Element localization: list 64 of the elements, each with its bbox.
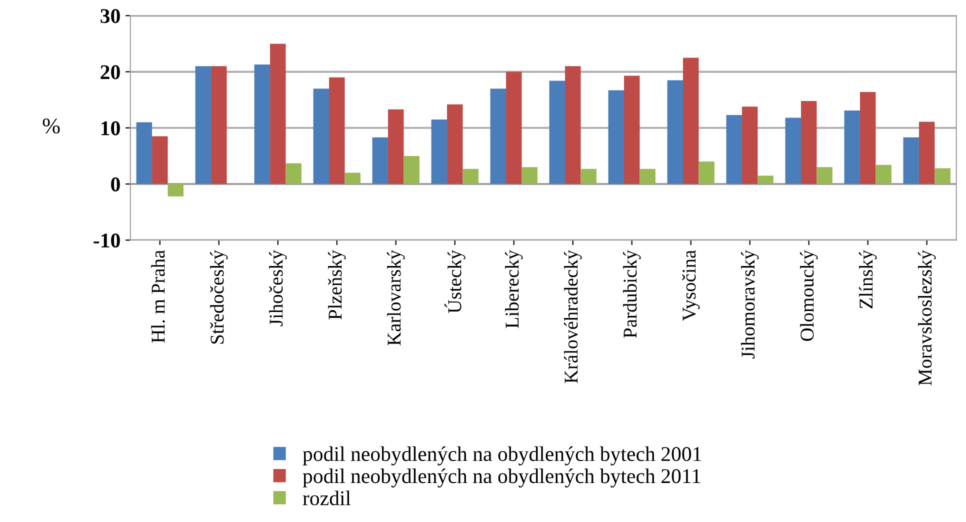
bar	[580, 168, 596, 184]
x-tick-label: Pardubický	[623, 250, 641, 338]
x-tick-label: Královéhradecký	[564, 250, 582, 384]
bar	[168, 184, 184, 196]
bar	[758, 176, 774, 184]
bar	[404, 156, 420, 184]
y-tick-label: 30	[100, 9, 120, 24]
y-tick-label: 10	[102, 121, 120, 136]
x-tick-label: Karlovarský	[387, 250, 405, 346]
bar	[800, 100, 817, 184]
x-tick-label: Liberecký	[505, 250, 523, 328]
bar	[844, 110, 860, 184]
bar	[313, 88, 330, 184]
bar	[329, 77, 345, 184]
bar	[860, 92, 876, 184]
bar	[565, 66, 581, 184]
y-tick-label: -10	[94, 233, 120, 248]
bar	[195, 66, 212, 184]
bar	[742, 106, 758, 184]
bar	[372, 137, 388, 184]
y-axis-title: %	[42, 118, 60, 134]
x-tick-label: Moravskoslezský	[918, 250, 936, 386]
legend-label: podil neobydlených na obydlených bytech 2001	[302, 446, 702, 466]
bar	[608, 90, 624, 184]
y-tick-label: 0	[111, 177, 120, 192]
x-tick-label: Hl. m Praha	[151, 250, 165, 343]
bar	[270, 44, 286, 184]
bar	[640, 168, 656, 184]
x-tick-label: Jihomoravský	[741, 250, 759, 359]
bar	[549, 80, 566, 184]
x-tick-label: Jihočeský	[269, 250, 287, 326]
x-tick-label: Zlínský	[858, 250, 877, 308]
x-tick-label: Středočeský	[210, 250, 228, 344]
y-tick-label: 20	[100, 65, 120, 80]
bar	[447, 104, 463, 184]
bar	[816, 167, 832, 184]
bar	[431, 119, 448, 184]
bar	[506, 72, 522, 184]
bar	[785, 118, 801, 184]
bar	[918, 122, 935, 184]
bar	[726, 114, 742, 184]
bar	[876, 164, 892, 184]
bar	[344, 172, 360, 184]
x-tick-label: Olomoucký	[800, 250, 818, 341]
bar	[903, 137, 919, 184]
bar	[286, 163, 302, 184]
x-tick-label: Vysočina	[682, 250, 700, 321]
bar	[698, 162, 714, 184]
bar	[667, 80, 683, 184]
bar	[152, 136, 168, 184]
bar	[211, 66, 227, 184]
bar	[388, 109, 404, 184]
x-tick-label: Ústecký	[444, 250, 466, 314]
bar	[624, 76, 640, 184]
bar	[490, 88, 506, 184]
bar	[522, 167, 538, 184]
legend-label: podil neobydlených na obydlených bytech 2011	[302, 468, 700, 488]
bar	[462, 168, 478, 184]
bar	[934, 168, 950, 184]
bar	[682, 58, 699, 184]
x-tick-label: Plzeňský	[328, 250, 346, 320]
bar	[136, 122, 152, 184]
legend-label: rozdil	[302, 490, 351, 506]
bar	[254, 64, 270, 184]
